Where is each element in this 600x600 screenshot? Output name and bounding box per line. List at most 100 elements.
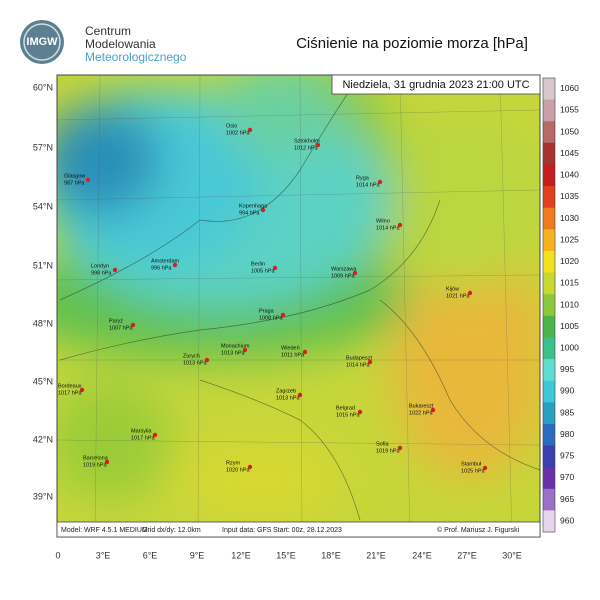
city-dot: [297, 392, 303, 398]
lon-label: 15°E: [276, 550, 296, 560]
colorbar-swatch: [543, 164, 555, 187]
colorbar-swatch: [543, 294, 555, 317]
lon-label: 9°E: [190, 550, 205, 560]
city-name: Glasgow: [64, 173, 85, 179]
lon-label: 24°E: [412, 550, 432, 560]
city-dot: [104, 459, 110, 465]
colorbar-swatch: [543, 78, 555, 101]
logo-circle: [20, 20, 64, 64]
city-name: Stambuł: [461, 461, 482, 467]
city-pressure: 1008 hPa: [259, 315, 283, 321]
city-pressure: 1014 hPa: [356, 182, 380, 188]
city-pressure: 1005 hPa: [251, 268, 275, 274]
city-name: Ryga: [356, 175, 370, 181]
colorbar-label: 1020: [560, 256, 579, 266]
city-pressure: 1020 hPa: [226, 467, 250, 473]
city-pressure: 1013 hPa: [221, 350, 245, 356]
city-name: Rzym: [226, 460, 240, 466]
city-name: Kijów: [446, 286, 459, 292]
colorbar-swatch: [543, 99, 555, 122]
colorbar-swatch: [543, 510, 555, 533]
colorbar-frame: [542, 77, 556, 533]
city-pressure: 994 hPa: [239, 210, 260, 216]
colorbar-swatch: [543, 380, 555, 403]
city-dot: [112, 267, 118, 273]
lon-label: 0: [55, 550, 60, 560]
lat-label: 60°N: [33, 82, 53, 92]
city-dot: [152, 432, 158, 438]
lat-label: 45°N: [33, 376, 53, 386]
colorbar-swatch: [543, 337, 555, 360]
colorbar-label: 960: [560, 515, 574, 525]
city-pressure: 1019 hPa: [83, 462, 107, 468]
city-name: Sztokholm: [294, 138, 320, 144]
colorbar-label: 1005: [560, 321, 579, 331]
footer-text: Start: 00z, 28.12.2023: [273, 527, 342, 534]
colorbar-label: 1010: [560, 299, 579, 309]
org-line: Meteorologicznego: [85, 50, 187, 64]
city-pressure: 1013 hPa: [276, 395, 300, 401]
pressure-field: [57, 75, 540, 537]
lat-label: 42°N: [33, 434, 53, 444]
city-pressure: 1025 hPa: [461, 468, 485, 474]
city-pressure: 1012 hPa: [294, 145, 318, 151]
city-pressure: 1017 hPa: [58, 390, 82, 396]
city-pressure: 1022 hPa: [409, 410, 433, 416]
city-name: Oslo: [226, 123, 237, 129]
org-line: Modelowania: [85, 37, 156, 51]
logo-ring: [23, 23, 61, 61]
city-dot: [172, 262, 178, 268]
colorbar-swatch: [543, 402, 555, 425]
city-name: Budapeszt: [346, 355, 372, 361]
colorbar-swatch: [543, 121, 555, 144]
city-name: Monachium: [221, 343, 250, 349]
colorbar-label: 1055: [560, 105, 579, 115]
colorbar-label: 1050: [560, 126, 579, 136]
city-dot: [315, 142, 321, 148]
city-dot: [467, 290, 473, 296]
colorbar-label: 1015: [560, 278, 579, 288]
city-name: Paryż: [109, 318, 123, 324]
colorbar-label: 985: [560, 407, 574, 417]
colorbar-swatch: [543, 272, 555, 295]
city-name: Berlin: [251, 261, 265, 267]
city-name: Kopenhaga: [239, 203, 268, 209]
city-dot: [302, 349, 308, 355]
lon-label: 18°E: [321, 550, 341, 560]
lon-label: 30°E: [502, 550, 522, 560]
city-pressure: 1015 hPa: [336, 412, 360, 418]
colorbar-label: 980: [560, 429, 574, 439]
city-name: Bordeaux: [58, 383, 82, 389]
city-dot: [377, 179, 383, 185]
city-name: Wiedeń: [281, 345, 300, 351]
lon-label: 3°E: [96, 550, 111, 560]
city-name: Marsylia: [131, 428, 152, 434]
colorbar-swatch: [543, 186, 555, 209]
city-pressure: 1019 hPa: [376, 448, 400, 454]
lon-label: 12°E: [231, 550, 251, 560]
colorbar-swatch: [543, 142, 555, 165]
city-pressure: 1009 hPa: [331, 273, 355, 279]
city-pressure: 998 hPa: [91, 270, 112, 276]
lon-label: 6°E: [143, 550, 158, 560]
city-name: Wilno: [376, 218, 390, 224]
city-dot: [280, 312, 286, 318]
colorbar-label: 1000: [560, 342, 579, 352]
city-name: Barcelona: [83, 455, 109, 461]
city-dot: [367, 359, 373, 365]
city-name: Praga: [259, 308, 275, 314]
colorbar-label: 1060: [560, 83, 579, 93]
colorbar-swatch: [543, 359, 555, 382]
lat-label: 51°N: [33, 260, 53, 270]
colorbar-swatch: [543, 229, 555, 252]
colorbar-label: 1025: [560, 234, 579, 244]
colorbar-swatch: [543, 467, 555, 490]
axis-labels: 60°N 57°N 54°N 51°N 48°N 45°N 42°N 39°N 0 3°E 6°E 9…: [33, 82, 522, 560]
city-name: Zagrzeb: [276, 388, 296, 394]
lon-label: 21°E: [366, 550, 386, 560]
colorbar-swatch: [543, 423, 555, 447]
footer-strip: [56, 521, 541, 538]
